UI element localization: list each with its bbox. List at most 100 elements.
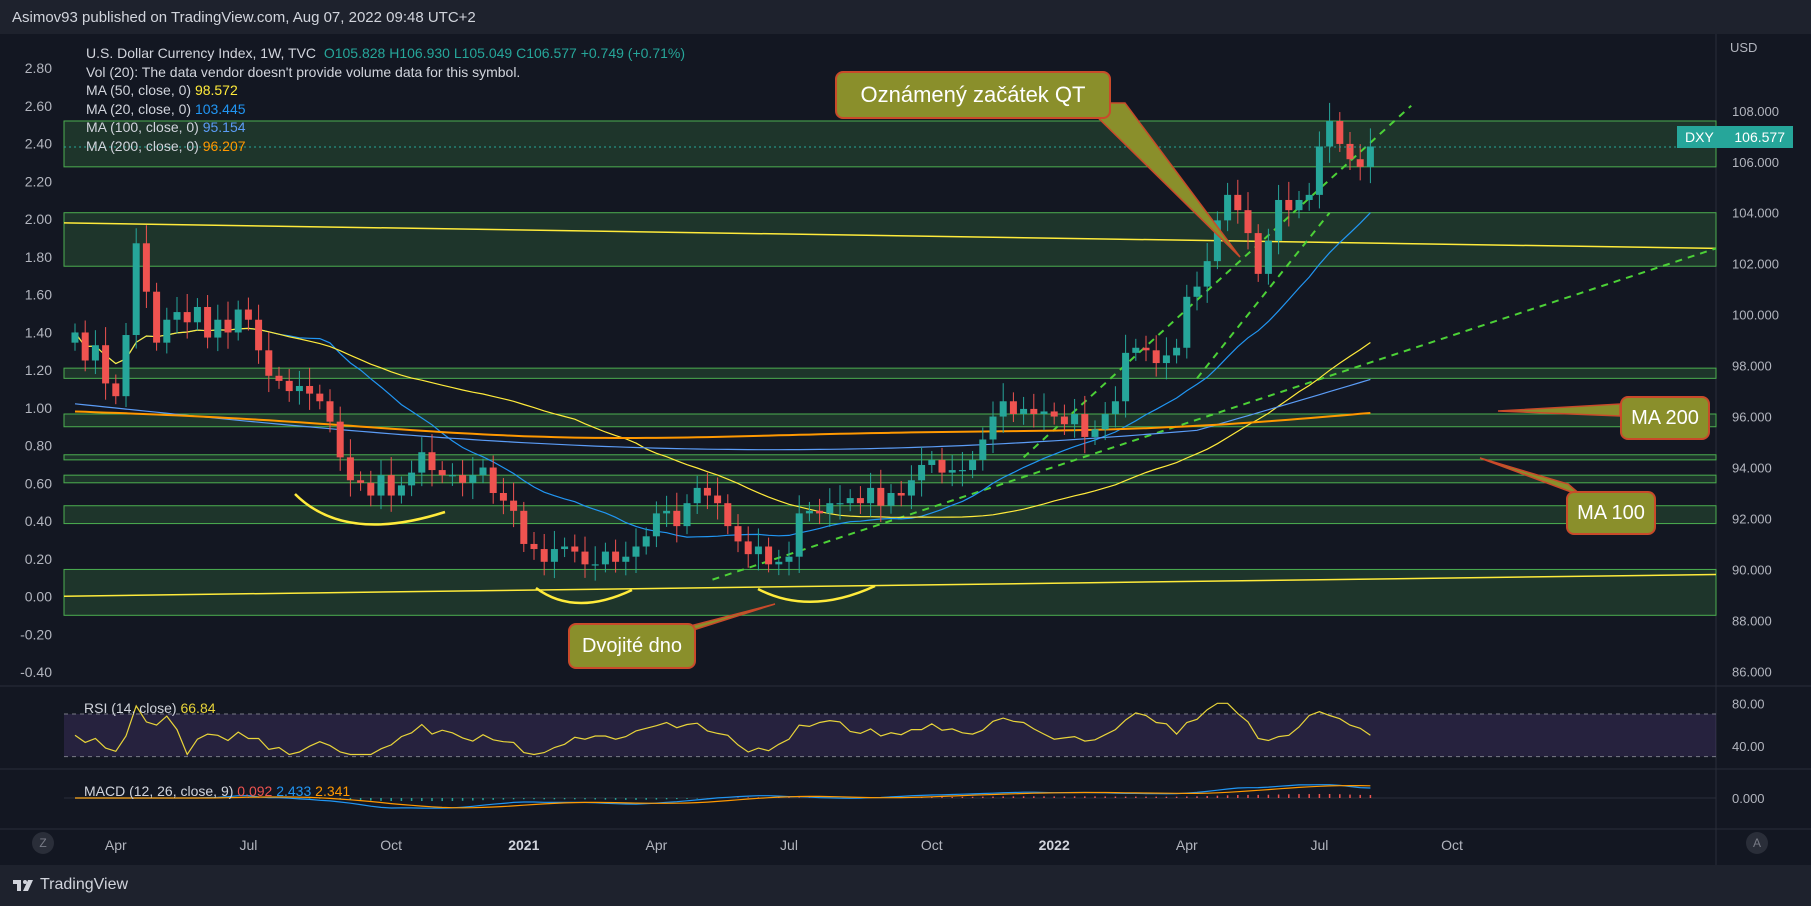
candle-body <box>295 385 303 392</box>
candle-body <box>642 536 650 547</box>
candle-body <box>91 345 99 361</box>
ma200-value: 96.207 <box>202 137 246 154</box>
time-tick-label: Jul <box>239 837 257 853</box>
left-tick-label: 2.60 <box>25 98 52 114</box>
candle-body <box>999 401 1007 417</box>
ohlc-values: O105.828 H106.930 L105.049 C106.577 +0.7… <box>323 45 686 61</box>
tradingview-logo[interactable]: TradingView <box>12 876 128 894</box>
left-tick-label: 1.80 <box>25 249 52 265</box>
candle-body <box>856 498 864 504</box>
candle-body <box>897 492 905 496</box>
candle-body <box>1193 286 1201 297</box>
price-tag-value: 106.577 <box>1734 129 1785 145</box>
macd-line-value: 2.433 <box>276 783 312 799</box>
publish-bar: Asimov93 published on TradingView.com, A… <box>0 0 1811 34</box>
candle-body <box>316 393 324 402</box>
candle-body <box>377 475 385 496</box>
candle-body <box>357 480 365 483</box>
ma50-value: 98.572 <box>194 82 238 98</box>
candle-body <box>581 551 589 565</box>
candle-body <box>255 319 263 351</box>
support-zones <box>63 120 1717 616</box>
grid-lines <box>0 34 1811 865</box>
candle-body <box>306 385 314 394</box>
candle-body <box>1050 411 1058 417</box>
candle-body <box>1183 296 1191 348</box>
ma200-annotation: MA 200 <box>1620 396 1710 440</box>
candle-body <box>244 309 252 320</box>
ma100-annotation: MA 100 <box>1566 491 1656 535</box>
candle-body <box>601 551 609 565</box>
price-tick-label: 98.000 <box>1732 359 1772 374</box>
rsi-pane: 80.00 40.00 <box>64 696 1765 758</box>
left-tick-label: 0.00 <box>25 589 52 605</box>
candle-body <box>387 475 395 496</box>
candle-body <box>530 543 538 550</box>
candle-body <box>979 439 987 460</box>
candle-body <box>958 470 966 472</box>
price-tick-label: 108.000 <box>1732 104 1779 119</box>
candle-body <box>1091 429 1099 437</box>
candle-body <box>418 452 426 473</box>
auto-scale-button[interactable]: A <box>1746 832 1768 854</box>
rsi-line <box>74 702 1371 756</box>
candle-body <box>397 485 405 496</box>
left-tick-label: 0.80 <box>25 438 52 454</box>
price-tick-label: 94.000 <box>1732 461 1772 476</box>
price-tick-label: 90.000 <box>1732 562 1772 577</box>
candle-body <box>1224 194 1232 221</box>
candle-body <box>448 475 456 477</box>
candle-body <box>969 459 977 471</box>
horizontal-trendline <box>63 222 1717 250</box>
candle-body <box>499 492 507 501</box>
candle-body <box>795 513 803 557</box>
candle-body <box>204 306 212 338</box>
time-tick-label: Oct <box>380 837 402 853</box>
left-tick-label: 1.60 <box>25 287 52 303</box>
candle-body <box>816 510 824 514</box>
ma20-label: MA (20, close, 0) <box>86 100 192 117</box>
candle-body <box>234 309 242 333</box>
bottom-curve <box>535 586 633 605</box>
candle-body <box>785 556 793 562</box>
candle-body <box>754 546 762 555</box>
bottom-curve <box>294 493 446 526</box>
chart-canvas[interactable]: USD 86.000 88.000 90.000 92.000 94.000 96.000 9… <box>0 34 1811 865</box>
price-tick-label: 102.000 <box>1732 257 1779 272</box>
candle-body <box>805 510 813 514</box>
candle-body <box>326 401 334 422</box>
candle-body <box>1060 416 1068 425</box>
ma100-pointer <box>1479 457 1583 497</box>
candle-body <box>632 546 640 557</box>
candle-body <box>724 503 732 527</box>
left-tick-label: 2.40 <box>25 136 52 152</box>
candle-body <box>1285 199 1293 211</box>
candle-body <box>336 421 344 458</box>
candle-body <box>173 312 181 320</box>
time-tick-label: 2022 <box>1039 837 1070 853</box>
candle-body <box>132 243 140 336</box>
time-tick-label: Jul <box>780 837 798 853</box>
candle-body <box>775 561 783 565</box>
support-zone <box>63 367 1717 379</box>
rsi-label: RSI (14, close) <box>84 700 177 716</box>
symbol-title: U.S. Dollar Currency Index, 1W, TVC <box>86 45 317 61</box>
left-tick-label: -0.40 <box>20 664 52 680</box>
ma200-line <box>74 410 1371 439</box>
candles[interactable] <box>71 102 1374 581</box>
candle-body <box>836 503 844 505</box>
rsi-tick-label: 40.00 <box>1732 739 1765 754</box>
candle-body <box>142 243 150 292</box>
price-tick-label: 104.000 <box>1732 206 1779 221</box>
candle-body <box>489 467 497 493</box>
left-tick-label: 0.40 <box>25 513 52 529</box>
candle-body <box>479 467 487 476</box>
candle-body <box>734 526 742 542</box>
candle-body <box>459 475 467 483</box>
candle-body <box>102 345 110 384</box>
candle-body <box>1142 347 1150 351</box>
candle-body <box>989 416 997 440</box>
price-tick-label: 96.000 <box>1732 410 1772 425</box>
zoom-scale-button[interactable]: Z <box>32 832 54 854</box>
rsi-legend: RSI (14, close) 66.84 <box>84 700 216 716</box>
